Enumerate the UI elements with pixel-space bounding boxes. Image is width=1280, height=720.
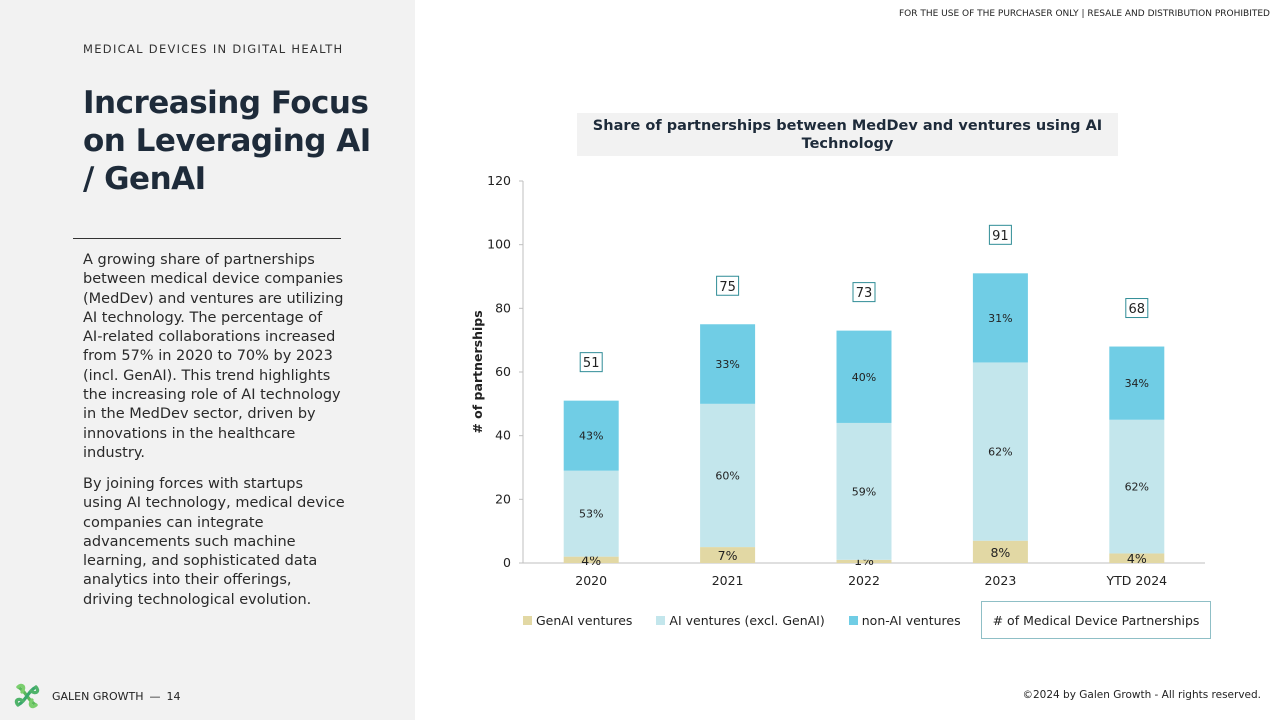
legend-label-non-ai: non-AI ventures [861,612,961,628]
y-tick-label: 0 [503,555,511,570]
y-tick-label: 20 [495,491,511,506]
total-label: 51 [583,356,600,371]
bar-value-label: 62% [988,446,1012,459]
x-tick-label: 2020 [575,573,607,588]
legend-item-total-partnerships: # of Medical Device Partnerships [980,601,1212,639]
x-tick-label: 2023 [984,573,1016,588]
bar-segment [836,330,892,423]
total-label: 73 [856,286,873,301]
bar-segment [563,400,619,471]
bar-value-label: 60% [715,469,739,482]
bar-segment [563,470,619,557]
bar-segment [700,403,756,548]
x-tick-label: 2021 [712,573,744,588]
bar-segment [1109,419,1165,554]
chart-title: Share of partnerships between MedDev and… [577,113,1118,156]
footer-page-number: 14 [166,689,181,703]
total-label: 68 [1129,302,1146,317]
bar-value-label: 40% [852,371,876,384]
bar-value-label: 59% [852,485,876,498]
bar-value-label: 4% [1127,551,1147,566]
title-divider [73,238,341,239]
total-label-box [852,282,876,303]
x-tick-label: 2022 [848,573,880,588]
bar-segment [972,273,1028,363]
chart-legend: GenAI ventures AI ventures (excl. GenAI)… [523,601,1212,639]
bar-value-label: 33% [715,358,739,371]
bar-segment [836,559,892,563]
legend-swatch-genai [523,615,532,625]
total-label-box [988,224,1012,245]
total-label-box [1125,298,1149,319]
bar-value-label: 8% [990,545,1010,560]
legend-label-total-partnerships: # of Medical Device Partnerships [992,612,1200,628]
distribution-notice: FOR THE USE OF THE PURCHASER ONLY | RESA… [898,9,1270,19]
total-label: 75 [719,280,736,295]
page-title: Increasing Focus on Leveraging AI / GenA… [83,85,371,197]
bar-segment [700,547,756,563]
body-paragraph-1: A growing share of partnerships between … [83,252,344,461]
bar-value-label: 62% [1125,481,1149,494]
legend-item-ai-excl: AI ventures (excl. GenAI) [656,612,825,628]
bar-segment [972,540,1028,563]
bar-segment [972,362,1028,541]
legend-label-genai: GenAI ventures [536,612,633,628]
bar-segment [563,556,619,563]
left-panel: MEDICAL DEVICES IN DIGITAL HEALTH Increa… [0,0,415,720]
footer-separator: — [149,689,161,703]
bar-segment [700,324,756,404]
total-label: 91 [992,229,1009,244]
bar-value-label: 53% [579,508,603,521]
legend-swatch-ai-excl [656,615,666,625]
y-tick-label: 80 [495,300,511,315]
body-paragraph-2: By joining forces with startups using AI… [83,476,345,608]
y-tick-label: 60 [495,364,511,379]
galen-growth-logo-icon [14,683,40,709]
bar-value-label: 34% [1125,377,1149,390]
legend-item-non-ai: non-AI ventures [848,612,961,628]
y-tick-label: 100 [487,237,511,252]
bar-value-label: 43% [579,430,603,443]
bar-value-label: 31% [988,312,1012,325]
legend-item-genai: GenAI ventures [523,613,632,628]
copyright-notice: ©2024 by Galen Growth - All rights reser… [1022,689,1262,701]
y-tick-label: 40 [495,428,511,443]
bar-segment [1109,346,1165,420]
y-axis-label: # of partnerships [470,310,485,433]
y-tick-label: 120 [487,173,511,188]
section-kicker: MEDICAL DEVICES IN DIGITAL HEALTH [83,42,344,56]
footer-brand: GALEN GROWTH — 14 [12,681,181,711]
bar-segment [836,422,892,560]
footer-brand-name: GALEN GROWTH [52,689,144,703]
legend-label-ai-excl: AI ventures (excl. GenAI) [669,612,825,628]
total-label-box [716,275,740,296]
bar-value-label: 7% [718,548,738,563]
bar-segment [1109,553,1165,563]
total-label-box [579,352,603,373]
legend-swatch-non-ai [848,615,858,625]
x-tick-label: YTD 2024 [1105,573,1167,588]
